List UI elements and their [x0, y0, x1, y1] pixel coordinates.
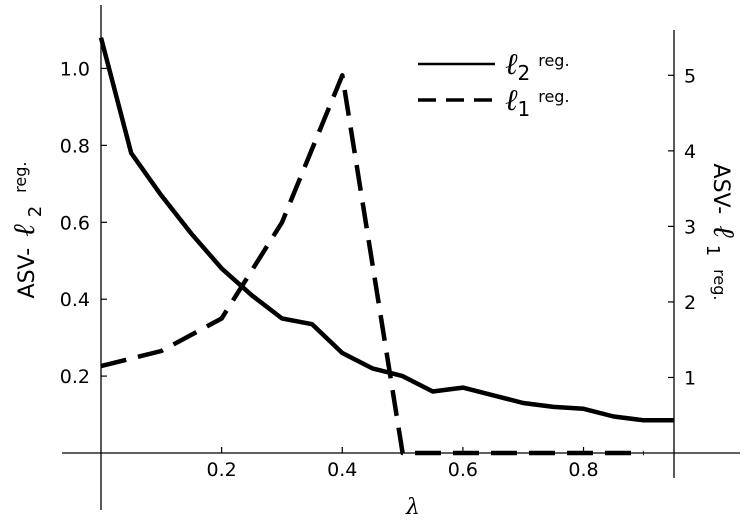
y-right-label-subscript: 1 — [702, 245, 723, 256]
y-right-tick-label: 3 — [684, 216, 696, 238]
y-axis-label-right: ASV- ℓ 1 reg. — [701, 164, 741, 301]
legend-entry: ℓ2reg. — [505, 47, 570, 85]
y-right-label-prefix: ASV- — [708, 164, 733, 215]
y-left-tick-label: 0.6 — [60, 212, 90, 234]
y-right-label-suffix: reg. — [710, 269, 729, 300]
y-left-label-symbol: ℓ — [7, 224, 42, 237]
y-left-tick-label: 1.0 — [60, 58, 90, 80]
y-left-label-prefix: ASV- — [15, 248, 40, 299]
x-tick-label: 0.6 — [448, 459, 478, 481]
svg-text:ASV- ℓ 2 reg: ASV- ℓ 2 reg. — [7, 162, 47, 299]
svg-text:ASV- ℓ 1 reg: ASV- ℓ 1 reg. — [701, 164, 741, 301]
x-tick-label: 0.4 — [327, 459, 357, 481]
legend-entry: ℓ1reg. — [505, 83, 570, 121]
y-right-tick-label: 4 — [684, 141, 696, 163]
y-left-tick-label: 0.4 — [60, 289, 90, 311]
y-right-tick-label: 5 — [684, 65, 696, 87]
y-right-label-symbol: ℓ — [706, 225, 741, 238]
y-left-tick-label: 0.2 — [60, 366, 90, 388]
y-axis-label-left: ASV- ℓ 2 reg. — [7, 162, 47, 299]
series-lines — [98, 37, 674, 456]
y-left-label-suffix: reg. — [11, 162, 30, 193]
x-tick-label: 0.8 — [568, 459, 598, 481]
y-right-tick-label: 2 — [684, 292, 696, 314]
x-axis-label: λ — [405, 495, 420, 520]
tick-labels: 0.2 0.4 0.6 0.8 0.2 0.4 0.6 0.8 1.0 1 2 3 4 5 — [60, 58, 696, 481]
y-left-label-subscript: 2 — [25, 206, 46, 217]
series-line-dashed — [100, 73, 644, 456]
x-tick-label: 0.2 — [207, 459, 237, 481]
y-left-tick-label: 0.8 — [60, 135, 90, 157]
legend: ℓ2reg.ℓ1reg. — [418, 47, 570, 121]
y-right-tick-label: 1 — [684, 367, 696, 389]
